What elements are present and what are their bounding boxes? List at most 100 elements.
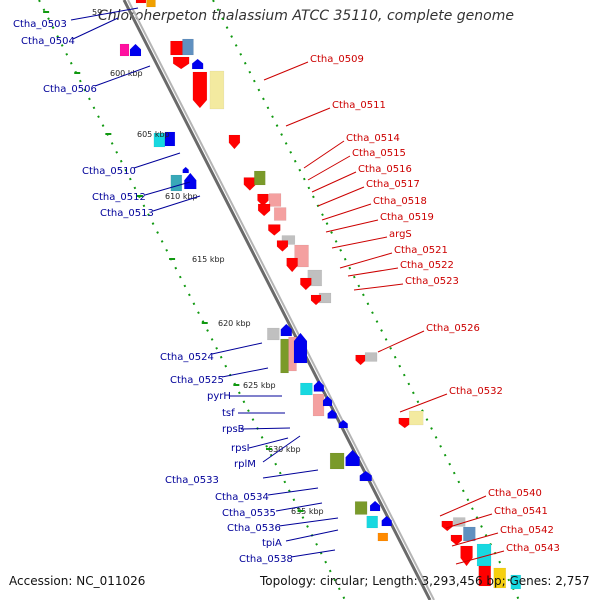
reverse-gene-label[interactable]: rplM — [234, 459, 256, 470]
gene-feature-22[interactable] — [268, 224, 281, 236]
gene-feature-13[interactable] — [170, 174, 183, 192]
scale-label: 605 kbp — [137, 130, 170, 139]
gene-feature-16[interactable] — [243, 177, 257, 191]
forward-gene-label[interactable]: Ctha_0542 — [500, 525, 554, 536]
reverse-gene-label[interactable]: Ctha_0525 — [170, 375, 224, 386]
gene-feature-32[interactable] — [280, 323, 293, 337]
reverse-gene-label[interactable]: Ctha_0538 — [239, 554, 293, 565]
gene-feature-1[interactable] — [146, 0, 156, 8]
gene-feature-20[interactable] — [257, 203, 271, 217]
gene-feature-39[interactable] — [313, 380, 325, 392]
gene-feature-2[interactable] — [119, 43, 130, 57]
forward-gene-label[interactable]: Ctha_0532 — [449, 386, 503, 397]
gene-feature-17[interactable] — [254, 170, 266, 186]
gene-feature-24[interactable] — [276, 240, 289, 252]
gene-feature-36[interactable] — [355, 354, 366, 366]
gene-feature-42[interactable] — [327, 409, 337, 419]
gene-feature-45[interactable] — [408, 410, 424, 426]
gene-feature-14[interactable] — [184, 172, 197, 190]
gene-feature-57[interactable] — [463, 526, 476, 542]
gene-feature-60[interactable] — [478, 565, 492, 587]
gene-feature-8[interactable] — [192, 71, 208, 109]
gene-feature-31[interactable] — [267, 327, 280, 341]
reverse-gene-label[interactable]: tpiA — [262, 538, 282, 549]
forward-gene-label[interactable]: Ctha_0511 — [332, 100, 386, 111]
reverse-gene-label[interactable]: Ctha_0512 — [92, 192, 146, 203]
reverse-gene-label[interactable]: Ctha_0506 — [43, 84, 97, 95]
gene-feature-19[interactable] — [268, 193, 282, 207]
gene-feature-51[interactable] — [366, 515, 378, 529]
reverse-gene-label[interactable]: Ctha_0533 — [165, 475, 219, 486]
gene-feature-3[interactable] — [129, 43, 142, 57]
gene-feature-56[interactable] — [450, 534, 463, 546]
gene-feature-49[interactable] — [354, 501, 368, 515]
forward-leader-line — [399, 393, 448, 413]
reverse-gene-label[interactable]: Ctha_0535 — [222, 508, 276, 519]
gene-feature-53[interactable] — [377, 532, 389, 542]
gene-feature-5[interactable] — [182, 38, 194, 56]
ruler-lines — [38, 0, 520, 600]
gene-feature-9[interactable] — [209, 70, 225, 110]
gene-feature-58[interactable] — [460, 545, 473, 567]
forward-gene-label[interactable]: Ctha_0518 — [373, 196, 427, 207]
gene-feature-6[interactable] — [172, 56, 190, 70]
forward-gene-label[interactable]: Ctha_0543 — [506, 543, 560, 554]
scale-labels: 59 600 kbp 605 kbp 610 kbp 615 kbp 620 kbp 625… — [43, 8, 324, 516]
forward-gene-label[interactable]: Ctha_0516 — [358, 164, 412, 175]
gene-feature-47[interactable] — [345, 449, 360, 467]
gene-feature-0[interactable] — [135, 0, 147, 4]
reverse-gene-label[interactable]: rpsI — [231, 443, 250, 454]
gene-feature-18[interactable] — [257, 193, 269, 207]
reverse-gene-label[interactable]: Ctha_0510 — [82, 166, 136, 177]
forward-gene-label[interactable]: Ctha_0521 — [394, 245, 448, 256]
gene-feature-26[interactable] — [286, 257, 298, 273]
gene-feature-43[interactable] — [338, 419, 348, 429]
gene-feature-52[interactable] — [381, 515, 392, 527]
forward-gene-label[interactable]: Ctha_0523 — [405, 276, 459, 287]
gene-feature-12[interactable] — [228, 134, 241, 150]
gene-feature-30[interactable] — [310, 294, 322, 306]
gene-labels[interactable]: Ctha_0503 Ctha_0504 Ctha_0506 Ctha_0510 Ctha… — [13, 7, 560, 565]
forward-gene-label[interactable]: Ctha_0509 — [310, 54, 364, 65]
forward-gene-label[interactable]: Ctha_0541 — [494, 506, 548, 517]
gene-feature-40[interactable] — [312, 393, 325, 417]
forward-gene-label[interactable]: Ctha_0540 — [488, 488, 542, 499]
gene-feature-21[interactable] — [273, 207, 287, 221]
gene-feature-35[interactable] — [293, 332, 308, 364]
gene-feature-61[interactable] — [493, 567, 507, 589]
forward-gene-label[interactable]: Ctha_0526 — [426, 323, 480, 334]
reverse-gene-label[interactable]: Ctha_0504 — [21, 36, 75, 47]
reverse-gene-label[interactable]: tsf — [222, 408, 235, 419]
gene-feature-11[interactable] — [164, 131, 176, 147]
gene-feature-50[interactable] — [369, 500, 381, 512]
reverse-gene-label[interactable]: Ctha_0503 — [13, 19, 67, 30]
reverse-gene-label[interactable]: Ctha_0524 — [160, 352, 214, 363]
reverse-gene-label[interactable]: Ctha_0536 — [227, 523, 281, 534]
forward-gene-label[interactable]: Ctha_0522 — [400, 260, 454, 271]
gene-feature-41[interactable] — [322, 395, 333, 407]
forward-gene-label[interactable]: Ctha_0517 — [366, 179, 420, 190]
reverse-gene-label[interactable]: rpsB — [222, 424, 245, 435]
gene-feature-38[interactable] — [300, 382, 313, 396]
forward-gene-label[interactable]: Ctha_0519 — [380, 212, 434, 223]
gene-feature-4[interactable] — [170, 40, 183, 56]
gene-feature-44[interactable] — [398, 417, 411, 429]
forward-gene-label[interactable]: Ctha_0514 — [346, 133, 400, 144]
gene-feature-55[interactable] — [452, 517, 466, 527]
reverse-gene-label[interactable]: Ctha_0513 — [100, 208, 154, 219]
forward-gene-label[interactable]: Ctha_0515 — [352, 148, 406, 159]
gene-feature-48[interactable] — [359, 470, 373, 482]
gene-feature-46[interactable] — [329, 452, 345, 470]
gene-feature-33[interactable] — [280, 338, 289, 374]
reverse-gene-label[interactable]: pyrH — [207, 391, 231, 402]
gene-feature-62[interactable] — [510, 574, 522, 590]
gene-feature-54[interactable] — [441, 520, 454, 532]
reverse-gene-label[interactable]: Ctha_0534 — [215, 492, 269, 503]
gene-feature-37[interactable] — [364, 352, 378, 362]
gene-feature-15[interactable] — [182, 166, 189, 174]
forward-gene-label[interactable]: argS — [389, 229, 412, 240]
gene-feature-10[interactable] — [153, 132, 166, 148]
gene-feature-28[interactable] — [300, 277, 312, 291]
gene-feature-7[interactable] — [191, 58, 204, 70]
